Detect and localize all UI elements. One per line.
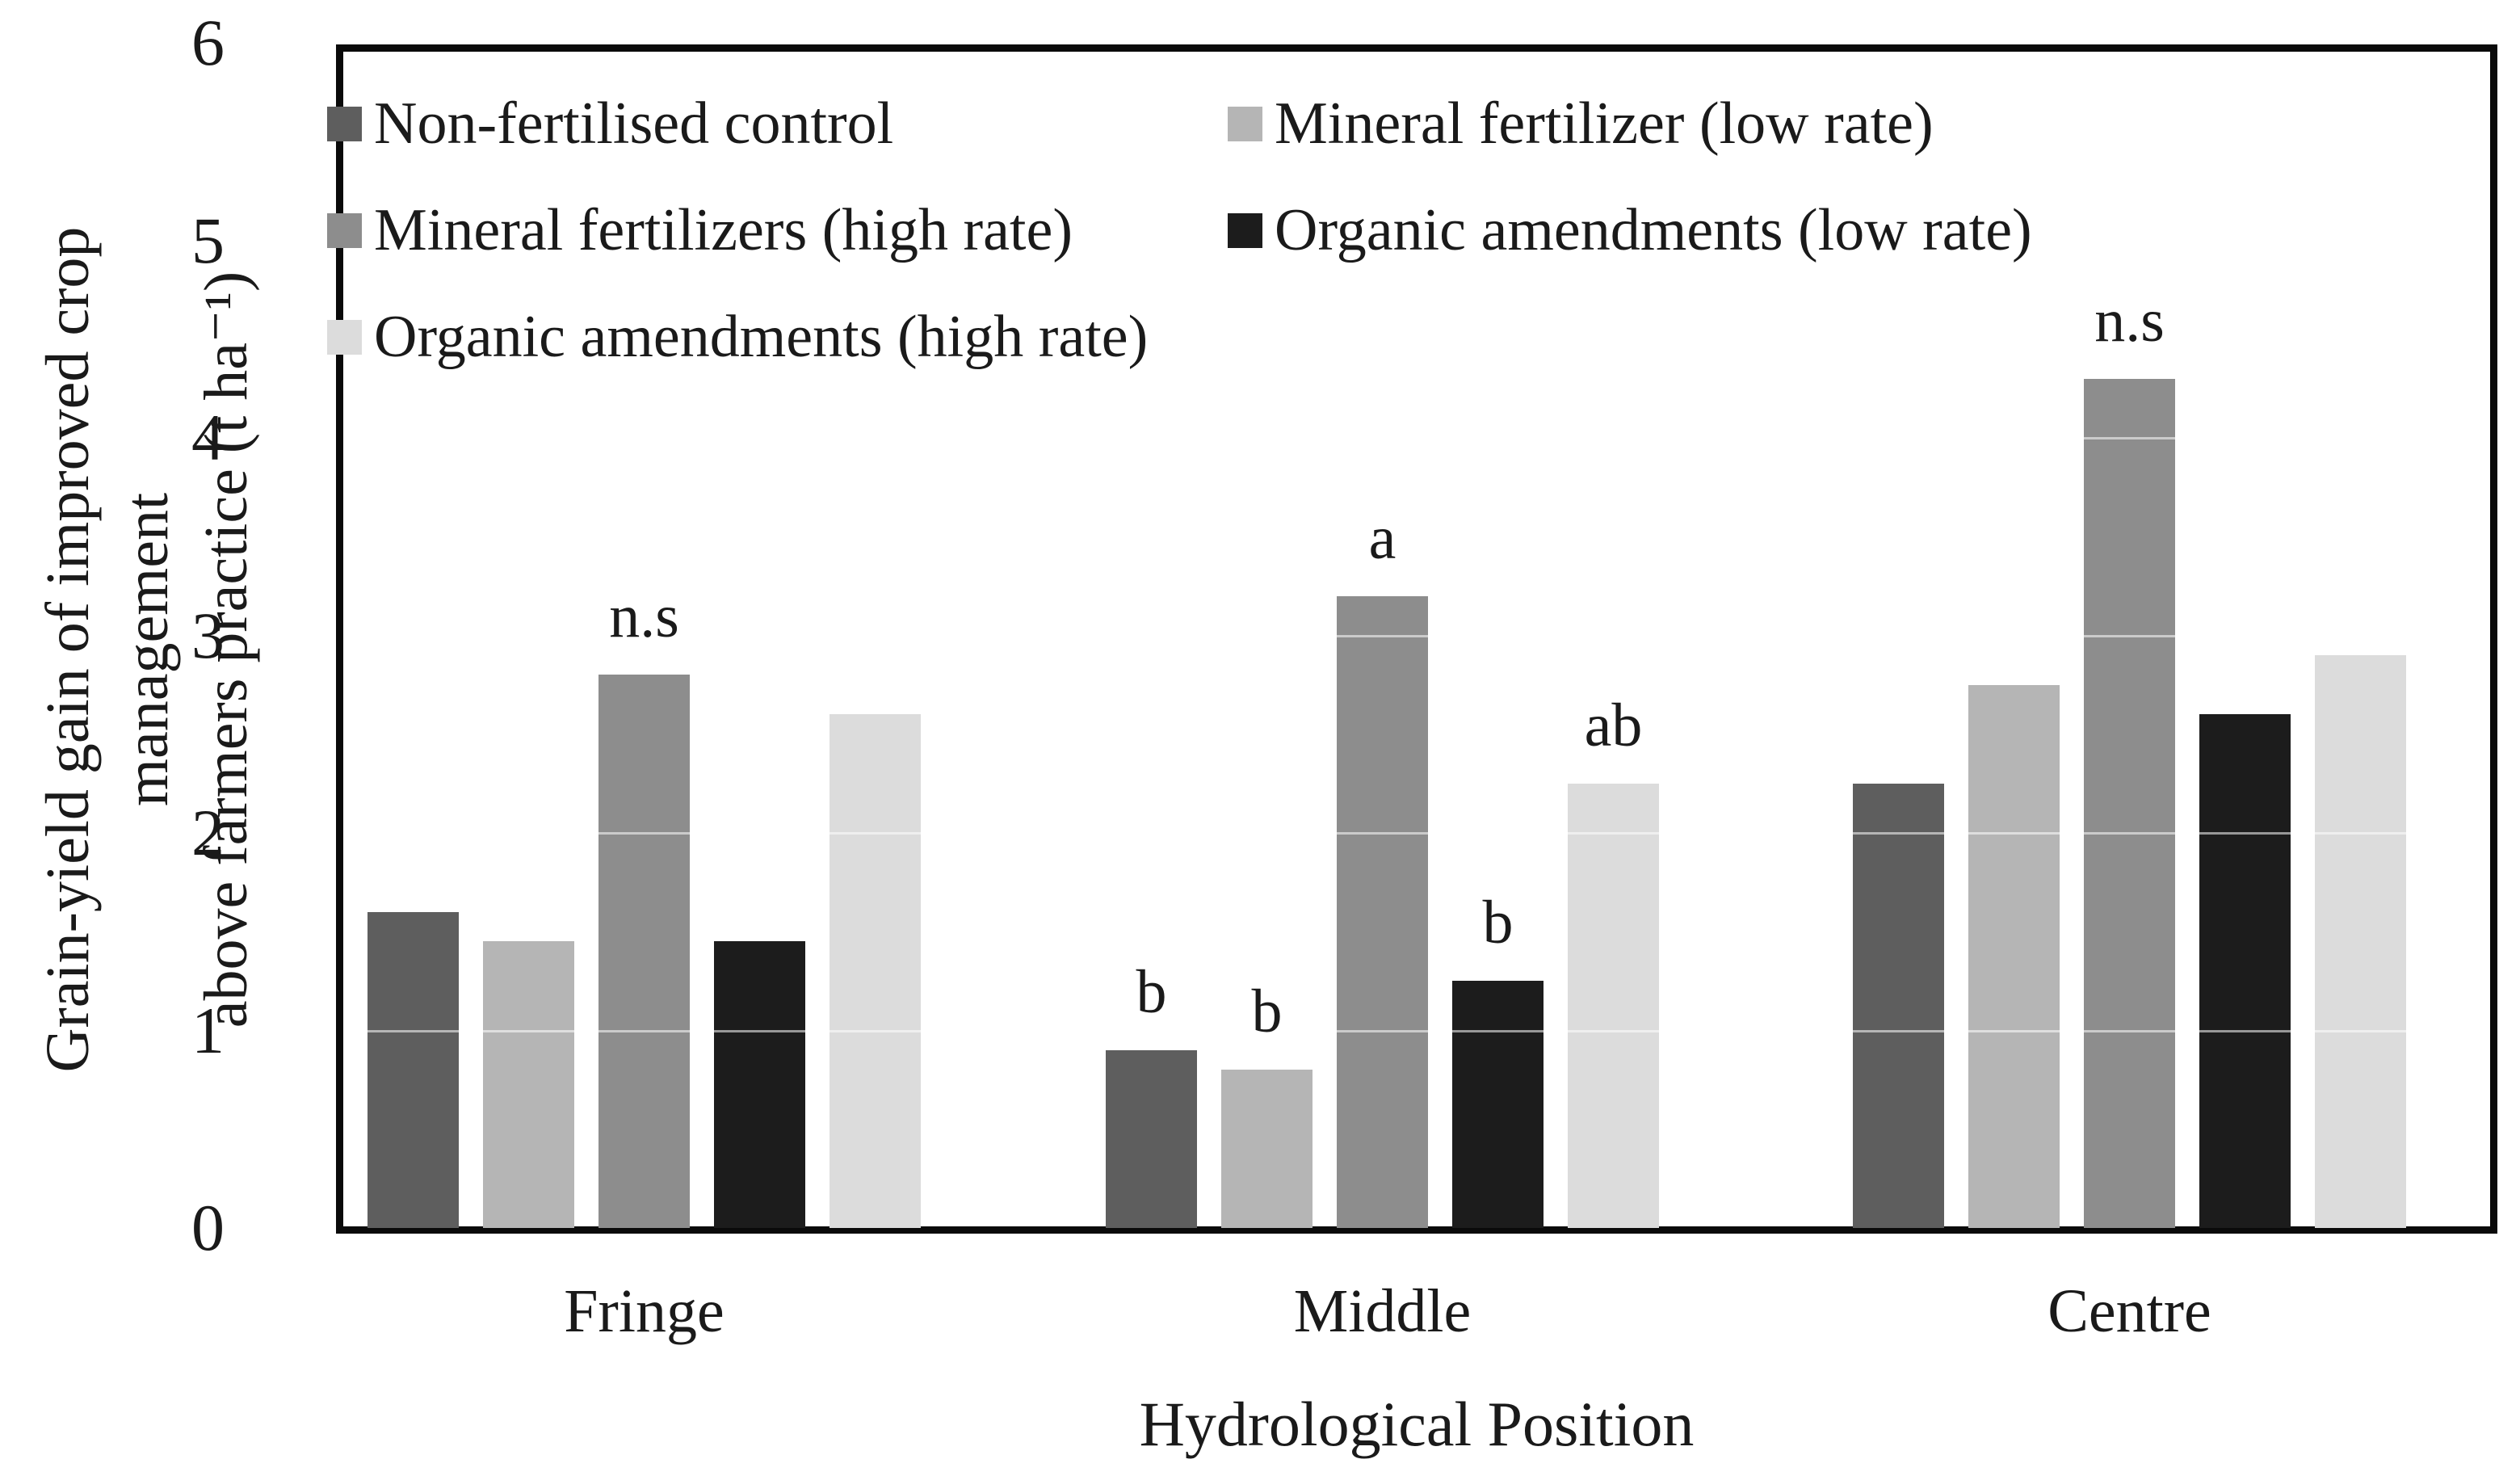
bar-centre-series3 (2084, 378, 2175, 1228)
gridline-2 (343, 832, 2490, 835)
y-axis-title: Grain-yield gain of improved crop manage… (28, 84, 260, 1215)
bar-centre-series2 (1968, 684, 2060, 1228)
legend-label: Non-fertilised control (374, 90, 894, 157)
bar-fringe-series2 (483, 941, 574, 1228)
significance-label-middle: a (1368, 503, 1396, 572)
legend-swatch-icon (327, 213, 362, 248)
x-category-label-middle: Middle (1293, 1277, 1472, 1345)
legend-swatch-icon (327, 107, 362, 141)
y-tick-label-1: 1 (191, 993, 225, 1067)
legend-swatch-icon (1228, 107, 1262, 141)
y-axis-title-line1: Grain-yield gain of improved crop manage… (34, 226, 181, 1073)
y-tick-label-3: 3 (191, 598, 225, 672)
bar-fringe-series4 (714, 941, 805, 1228)
significance-label-middle: b (1136, 957, 1167, 1026)
bar-fringe-series5 (830, 714, 921, 1228)
y-tick-label-5: 5 (191, 203, 225, 277)
bar-fringe-series1 (368, 911, 459, 1228)
gridline-5 (343, 239, 2490, 242)
bar-middle-series2 (1221, 1070, 1312, 1228)
y-axis-title-line2: above farmers practice (t ha⁻¹) (192, 271, 260, 1028)
gridline-1 (343, 1029, 2490, 1032)
significance-label-middle: ab (1584, 691, 1643, 759)
bar-middle-series5 (1568, 783, 1659, 1228)
x-category-label-fringe: Fringe (564, 1277, 724, 1345)
legend-label: Organic amendments (low rate) (1275, 197, 2032, 263)
plot-area (336, 44, 2497, 1234)
y-tick-label-2: 2 (191, 796, 225, 869)
legend-label: Organic amendments (high rate) (374, 304, 1149, 370)
bar-centre-series4 (2199, 714, 2291, 1228)
legend-swatch-icon (327, 320, 362, 355)
y-tick-label-6: 6 (191, 6, 225, 79)
bar-centre-series1 (1853, 783, 1944, 1228)
legend-label: Mineral fertilizer (low rate) (1275, 90, 1934, 157)
legend-label: Mineral fertilizers (high rate) (374, 197, 1073, 263)
x-axis-title: Hydrological Position (1139, 1389, 1695, 1459)
bar-middle-series1 (1106, 1049, 1197, 1228)
x-category-label-centre: Centre (2048, 1277, 2211, 1345)
gridline-3 (343, 634, 2490, 637)
significance-label-middle: b (1482, 889, 1514, 957)
bar-middle-series4 (1452, 981, 1544, 1228)
y-tick-label-4: 4 (191, 401, 225, 474)
significance-label-fringe: n.s (609, 582, 679, 651)
y-tick-label-0: 0 (191, 1191, 225, 1264)
bar-centre-series5 (2315, 654, 2406, 1228)
bar-middle-series3 (1337, 595, 1428, 1228)
significance-label-middle: b (1251, 978, 1283, 1046)
bar-fringe-series3 (598, 675, 690, 1228)
gridline-4 (343, 437, 2490, 439)
legend-swatch-icon (1228, 213, 1262, 248)
significance-label-centre: n.s (2094, 286, 2165, 355)
